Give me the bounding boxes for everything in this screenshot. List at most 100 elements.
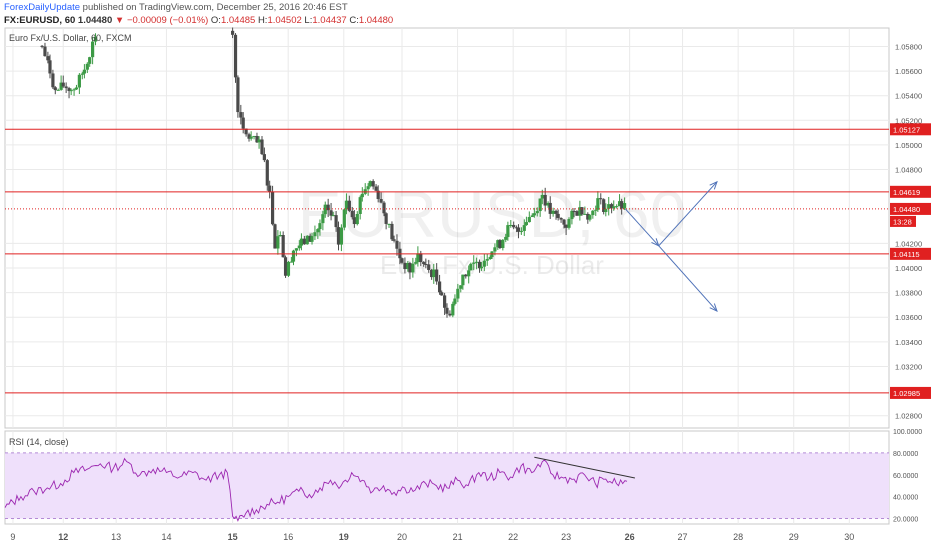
countdown-tag [890, 215, 916, 227]
x-tick-label: 28 [733, 532, 743, 542]
candle-body [403, 262, 407, 270]
candle-body [326, 204, 330, 211]
candle-body [371, 181, 375, 187]
candle-body [283, 257, 288, 276]
candle-body [387, 223, 391, 225]
forecast-arrowhead [709, 180, 718, 190]
candle-body [516, 227, 521, 232]
low-label: L: [304, 15, 313, 26]
candle-body [257, 139, 261, 143]
level-price-tag [890, 185, 931, 198]
candle-body [467, 270, 471, 277]
candle-body [602, 199, 606, 213]
candle-body [82, 69, 87, 74]
rsi-tick-label: 60.0000 [893, 473, 918, 480]
candle-body [347, 200, 351, 211]
candle-body [289, 261, 293, 263]
down-triangle-icon: ▼ [114, 15, 125, 26]
candle-body [53, 87, 57, 91]
candle-body [366, 186, 370, 190]
price-tick-label: 1.05400 [895, 92, 922, 101]
candle-body [535, 211, 539, 214]
candle-body [607, 204, 611, 209]
price-tick-label: 1.04000 [895, 264, 922, 273]
price-pane[interactable] [4, 27, 890, 429]
candle-body [316, 229, 320, 233]
candle-body [241, 117, 245, 129]
candle-body [527, 217, 531, 223]
candle-body [504, 236, 508, 240]
candle-body [567, 219, 571, 228]
candle-body [374, 186, 378, 191]
candle-body [276, 236, 280, 249]
candle-body [268, 185, 272, 192]
candle-body [281, 235, 285, 258]
x-tick-label: 14 [161, 532, 171, 542]
candle-body [519, 230, 523, 232]
candle-body [488, 257, 492, 260]
candle-body [512, 224, 516, 228]
price-pane-label: Euro Fx/U.S. Dollar, 60, FXCM [9, 33, 132, 43]
candle-body [40, 45, 44, 47]
low-value: 1.04437 [312, 15, 347, 26]
symbol-label: FX:EURUSD, 60 [4, 15, 76, 26]
candle-body [453, 298, 457, 304]
forecast-arrow-line[interactable] [658, 181, 718, 247]
x-tick-label: 30 [844, 532, 854, 542]
candle-body [612, 206, 616, 209]
candle-body [456, 288, 460, 299]
level-price-label: 1.04115 [893, 250, 920, 259]
countdown-label: 13:28 [893, 217, 912, 226]
x-tick-label: 12 [58, 532, 68, 542]
candle-body [331, 215, 335, 217]
candle-body [294, 248, 299, 251]
rsi-trendline[interactable] [534, 456, 636, 479]
candle-body [596, 198, 600, 210]
candle-body [501, 239, 505, 249]
candle-body [461, 274, 465, 286]
level-price-label: 1.05127 [893, 125, 920, 134]
level-price-label: 1.02985 [893, 389, 920, 398]
forecast-arrow-line[interactable] [625, 208, 660, 247]
candle-body [342, 209, 346, 228]
candle-body [414, 262, 418, 264]
candle-body [270, 191, 275, 225]
candle-body [477, 261, 482, 269]
candle-body [368, 181, 372, 187]
close-value: 1.04480 [358, 15, 394, 26]
candle-body [239, 112, 243, 118]
publish-info: ForexDailyUpdate published on TradingVie… [4, 2, 348, 13]
candle-body [344, 200, 349, 210]
candle-body [59, 82, 63, 90]
candle-body [299, 238, 304, 246]
level-price-tag [890, 247, 931, 260]
forecast-arrowhead [709, 303, 718, 313]
price-tick-label: 1.05000 [895, 141, 922, 150]
candle-body [310, 236, 314, 242]
author-link[interactable]: ForexDailyUpdate [4, 2, 81, 13]
open-label: O: [210, 15, 221, 26]
rsi-line [4, 457, 628, 522]
candle-body [231, 30, 235, 35]
candle-body [352, 217, 356, 225]
x-tick-label: 16 [283, 532, 293, 542]
symbol-info: FX:EURUSD, 60 1.04480 ▼ −0.00009 (−0.01%… [4, 15, 393, 26]
rsi-tick-label: 80.0000 [893, 451, 918, 458]
x-tick-label: 29 [789, 532, 799, 542]
candle-body [570, 210, 574, 220]
last-price: 1.04480 [77, 15, 113, 26]
candle-body [360, 193, 364, 198]
candle-body [559, 217, 563, 220]
candle-body [591, 210, 595, 216]
candle-body [437, 281, 442, 293]
forecast-arrow-line[interactable] [658, 245, 718, 312]
candle-body [548, 202, 552, 214]
candle-body [583, 213, 587, 215]
candle-body [445, 307, 449, 314]
x-tick-label: 27 [678, 532, 688, 542]
candle-body [615, 206, 619, 208]
candle-body [411, 263, 415, 273]
candle-body [556, 213, 560, 218]
candle-body [69, 90, 73, 92]
